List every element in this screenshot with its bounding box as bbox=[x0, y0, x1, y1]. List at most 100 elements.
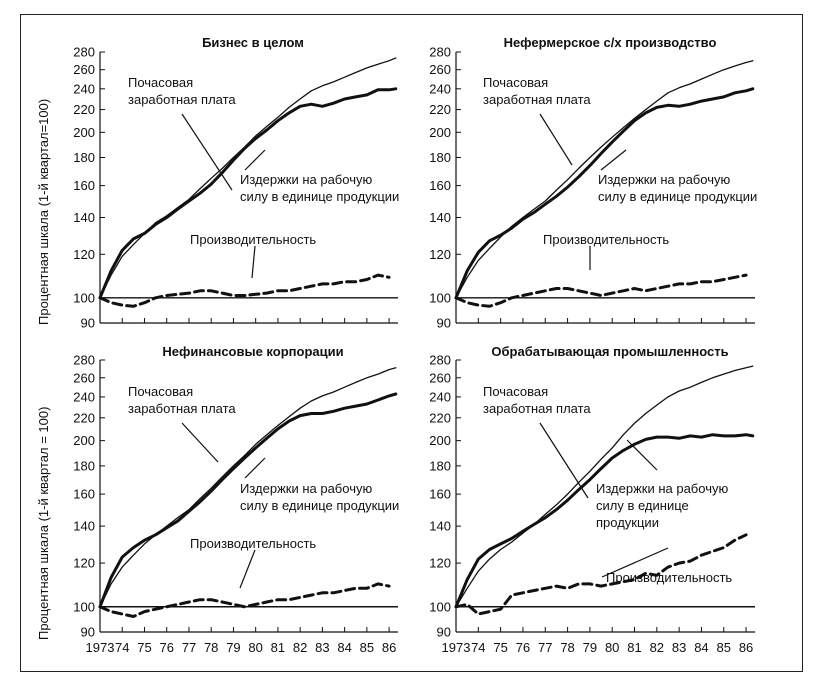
series-annotation: Производительность bbox=[543, 232, 669, 247]
annotation-pointer bbox=[601, 547, 669, 578]
y-tick-label: 140 bbox=[429, 210, 451, 225]
series-line-hourly-wage bbox=[99, 367, 397, 608]
y-tick-label: 220 bbox=[73, 102, 95, 117]
y-tick-label: 100 bbox=[429, 290, 451, 305]
series-line-unit-labor-cost bbox=[454, 87, 755, 300]
y-tick-label: 90 bbox=[437, 316, 451, 331]
series-line-unit-labor-cost bbox=[454, 433, 755, 609]
x-tick-label: 81 bbox=[627, 640, 641, 655]
series-annotation: Почасовая bbox=[128, 75, 193, 90]
x-tick-label: 74 bbox=[471, 640, 485, 655]
y-tick-label: 240 bbox=[73, 81, 95, 96]
y-tick-label: 280 bbox=[73, 45, 95, 60]
y-tick-label: 180 bbox=[429, 150, 451, 165]
series-annotation: силу в единице продукции bbox=[598, 189, 757, 204]
x-tick-label: 82 bbox=[293, 640, 307, 655]
x-tick-label: 82 bbox=[650, 640, 664, 655]
annotation-pointer bbox=[539, 113, 573, 166]
y-tick-label: 100 bbox=[73, 599, 95, 614]
x-tick-label: 74 bbox=[115, 640, 129, 655]
y-tick-label: 100 bbox=[429, 599, 451, 614]
y-tick-label: 280 bbox=[429, 45, 451, 60]
series-annotation: заработная плата bbox=[128, 92, 236, 107]
series-annotation: силу в единице продукции bbox=[240, 189, 399, 204]
y-tick-label: 160 bbox=[73, 487, 95, 502]
x-tick-label: 79 bbox=[226, 640, 240, 655]
y-tick-label: 280 bbox=[429, 353, 451, 368]
x-tick-label: 84 bbox=[694, 640, 708, 655]
annotation-pointer bbox=[244, 149, 266, 171]
x-tick-label: 80 bbox=[605, 640, 619, 655]
series-annotation: Производительность bbox=[190, 232, 316, 247]
annotation-pointer bbox=[539, 422, 589, 499]
y-tick-label: 140 bbox=[429, 519, 451, 534]
panel-title: Нефинансовые корпорации bbox=[162, 344, 343, 359]
series-annotation: заработная плата bbox=[128, 401, 236, 416]
y-tick-label: 180 bbox=[73, 458, 95, 473]
series-annotation: Издержки на рабочую bbox=[240, 172, 372, 187]
annotation-pointer bbox=[600, 149, 627, 171]
y-tick-label: 160 bbox=[429, 178, 451, 193]
series-annotation: Почасовая bbox=[128, 384, 193, 399]
series-annotation: Производительность bbox=[606, 570, 732, 585]
y-tick-label: 160 bbox=[429, 487, 451, 502]
y-tick-label: 240 bbox=[73, 389, 95, 404]
series-annotation: силу в единице продукции bbox=[240, 498, 399, 513]
y-tick-label: 260 bbox=[73, 62, 95, 77]
y-tick-label: 280 bbox=[73, 353, 95, 368]
series-annotation: Издержки на рабочую bbox=[596, 481, 728, 496]
series-line-productivity bbox=[454, 273, 748, 308]
series-annotation: Производительность bbox=[190, 536, 316, 551]
x-tick-label: 1973 bbox=[86, 640, 115, 655]
y-tick-label: 200 bbox=[429, 125, 451, 140]
x-tick-label: 79 bbox=[583, 640, 597, 655]
panel-title: Нефермерское с/х производство bbox=[504, 35, 717, 50]
annotation-pointer bbox=[181, 113, 233, 191]
x-tick-label: 86 bbox=[739, 640, 753, 655]
x-tick-label: 77 bbox=[182, 640, 196, 655]
y-tick-label: 120 bbox=[73, 247, 95, 262]
x-tick-label: 86 bbox=[382, 640, 396, 655]
annotation-pointer bbox=[239, 549, 256, 589]
x-tick-label: 85 bbox=[717, 640, 731, 655]
y-tick-label: 90 bbox=[81, 625, 95, 640]
y-tick-label: 200 bbox=[429, 433, 451, 448]
y-tick-label: 120 bbox=[429, 247, 451, 262]
series-line-unit-labor-cost bbox=[98, 87, 398, 300]
y-tick-label: 140 bbox=[73, 519, 95, 534]
series-annotation: силу в единице bbox=[596, 498, 689, 513]
x-tick-label: 75 bbox=[137, 640, 151, 655]
y-tick-label: 140 bbox=[73, 210, 95, 225]
y-tick-label: 220 bbox=[73, 410, 95, 425]
y-tick-label: 90 bbox=[437, 625, 451, 640]
x-tick-label: 76 bbox=[159, 640, 173, 655]
x-tick-label: 83 bbox=[672, 640, 686, 655]
x-tick-label: 80 bbox=[248, 640, 262, 655]
annotation-pointer bbox=[181, 422, 219, 463]
series-annotation: продукции bbox=[596, 515, 659, 530]
series-line-productivity bbox=[454, 533, 748, 616]
y-tick-label: 260 bbox=[429, 370, 451, 385]
x-tick-label: 76 bbox=[516, 640, 530, 655]
y-tick-label: 220 bbox=[429, 102, 451, 117]
y-tick-label: 240 bbox=[429, 81, 451, 96]
series-line-hourly-wage bbox=[455, 365, 754, 608]
x-tick-label: 78 bbox=[560, 640, 574, 655]
y-tick-label: 260 bbox=[73, 370, 95, 385]
panel-title: Обрабатывающая промышленность bbox=[491, 344, 728, 359]
y-tick-label: 200 bbox=[73, 125, 95, 140]
series-annotation: Издержки на рабочую bbox=[240, 481, 372, 496]
series-annotation: Почасовая bbox=[483, 75, 548, 90]
series-line-productivity bbox=[98, 582, 391, 618]
x-tick-label: 85 bbox=[360, 640, 374, 655]
y-tick-label: 180 bbox=[73, 150, 95, 165]
series-line-productivity bbox=[98, 273, 391, 308]
x-tick-label: 78 bbox=[204, 640, 218, 655]
series-line-unit-labor-cost bbox=[98, 392, 398, 609]
series-annotation: заработная плата bbox=[483, 401, 591, 416]
x-tick-label: 84 bbox=[337, 640, 351, 655]
y-tick-label: 240 bbox=[429, 389, 451, 404]
y-tick-label: 220 bbox=[429, 410, 451, 425]
series-annotation: заработная плата bbox=[483, 92, 591, 107]
y-tick-label: 260 bbox=[429, 62, 451, 77]
